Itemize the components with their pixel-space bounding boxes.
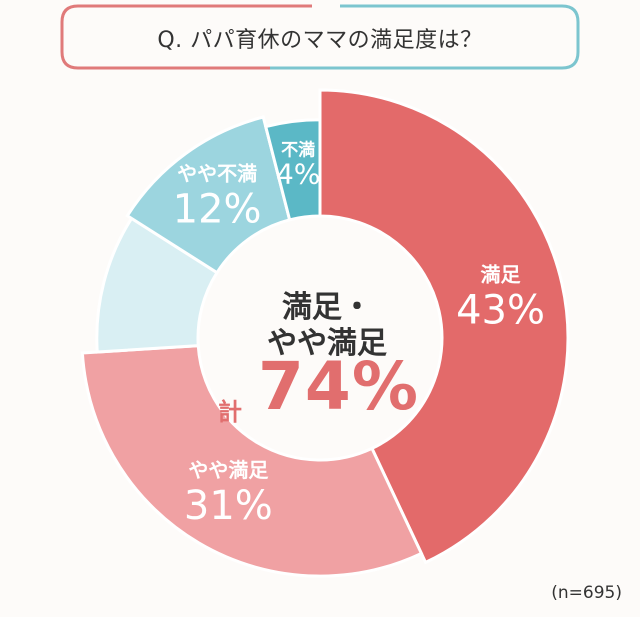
chart-title: Q. パパ育休のママの満足度は？ [157,28,483,53]
slice-value-0: 43% [456,288,545,334]
slice-value-1: 31% [184,483,273,529]
title-frame [60,4,580,70]
title-frame-left [60,4,312,70]
center-total-value: 74% [258,348,419,425]
slice-1 [80,344,424,578]
sample-size-note: (n=695) [551,583,622,603]
slice-label-3: やや不満 [177,161,257,185]
center-label-line1: 満足・ [282,290,372,325]
slice-label-0: 満足 [481,263,522,287]
slice-3 [125,115,292,275]
slice-value-4: 4% [276,157,320,190]
slice-label-1: やや満足 [188,458,269,482]
center-label-line2: やや満足 [267,326,387,361]
donut-slices [80,88,570,578]
slice-4 [263,118,322,222]
slice-label-4: 不満 [281,139,315,160]
center-total-prefix: 計 [218,398,242,426]
slice-value-3: 12% [173,186,262,232]
slice-0 [318,88,570,565]
title-frame-right [270,4,580,70]
